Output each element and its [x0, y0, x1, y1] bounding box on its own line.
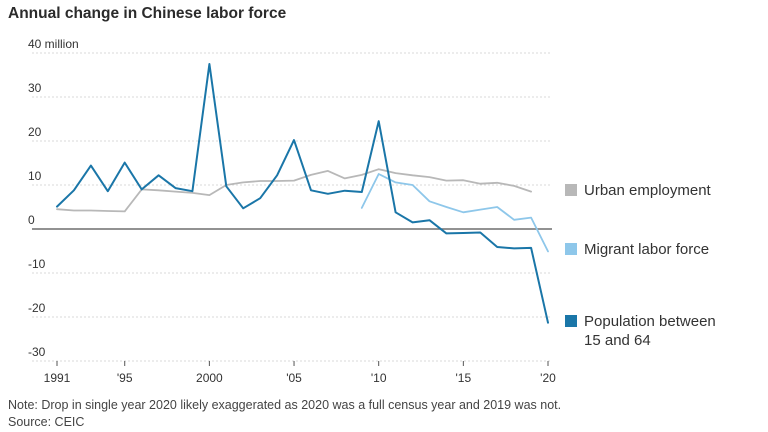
chart-title: Annual change in Chinese labor force — [8, 5, 287, 22]
y-tick-label: -10 — [28, 257, 46, 271]
legend-swatch — [565, 184, 577, 196]
x-tick-label: 2000 — [196, 371, 223, 385]
x-tick-label: '15 — [456, 371, 472, 385]
note-text: Note: Drop in single year 2020 likely ex… — [8, 398, 562, 412]
x-tick-label: '10 — [371, 371, 387, 385]
legend: Urban employment Migrant labor force Popul… — [565, 182, 716, 349]
y-tick-label: 40 million — [28, 37, 79, 51]
y-tick-label: -30 — [28, 345, 46, 359]
legend-label: Population between — [584, 313, 716, 330]
legend-label: Migrant labor force — [584, 241, 709, 258]
y-tick-label: 10 — [28, 169, 42, 183]
series-line-population-15-64 — [56, 63, 549, 324]
legend-label: Urban employment — [584, 182, 712, 199]
x-tick-label: '20 — [540, 371, 556, 385]
y-tick-label: 0 — [28, 213, 35, 227]
axis-labels: 40 million 30 20 10 0 -10 -20 -30 1991 '95 2000 '05… — [28, 37, 556, 385]
gridlines — [32, 52, 552, 362]
legend-label: 15 and 64 — [584, 332, 651, 349]
series-line-migrant-labor-force — [360, 173, 549, 253]
x-tick-label: '95 — [117, 371, 133, 385]
chart-footnote: Note: Drop in single year 2020 likely ex… — [8, 397, 561, 431]
x-tick-label: '05 — [286, 371, 302, 385]
line-chart: 40 million 30 20 10 0 -10 -20 -30 1991 '95 2000 '05… — [28, 37, 716, 385]
y-tick-label: -20 — [28, 301, 46, 315]
legend-swatch — [565, 315, 577, 327]
series-lines — [56, 63, 549, 324]
x-tick-label: 1991 — [44, 371, 71, 385]
source-text: Source: CEIC — [8, 415, 85, 429]
legend-swatch — [565, 243, 577, 255]
y-tick-label: 20 — [28, 125, 42, 139]
series-line-urban-employment — [56, 168, 532, 213]
y-tick-label: 30 — [28, 81, 42, 95]
